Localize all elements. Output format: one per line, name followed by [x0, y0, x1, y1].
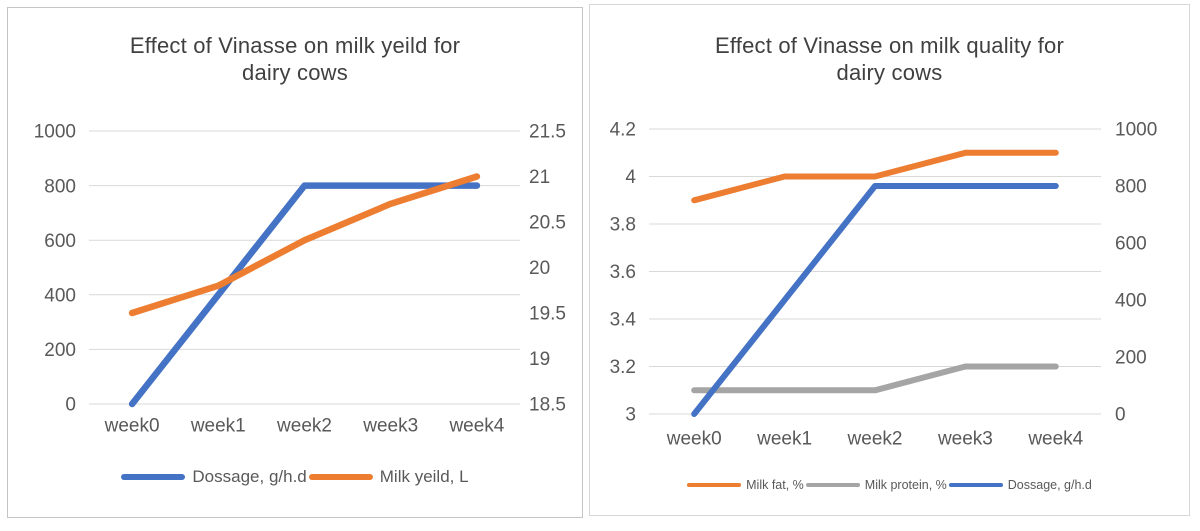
- right-axis-tick-label: 1000: [1115, 120, 1157, 141]
- milk-yield-plot-area: 1000 800 600 400 200 0 21.5 21 20.5 20 19.5 19 18.5 w…: [34, 122, 566, 437]
- x-axis-tick-label: week1: [190, 416, 246, 437]
- x-axis-tick-label: week0: [104, 416, 160, 437]
- milk-quality-chart-card: Effect of Vinasse on milk quality for da…: [589, 4, 1190, 516]
- legend-swatch-icon: [948, 482, 1003, 488]
- legend-swatch-icon: [308, 474, 373, 480]
- milk-yield-legend: Dossage, g/h.d Milk yeild, L: [8, 467, 582, 487]
- x-axis-tick-label: week2: [276, 416, 332, 437]
- milk-yield-chart-card: Effect of Vinasse on milk yeild for dair…: [7, 7, 583, 518]
- legend-label: Milk yeild, L: [379, 467, 469, 486]
- x-axis-tick-label: week4: [448, 416, 504, 437]
- legend-label: Milk protein, %: [864, 478, 947, 492]
- legend-item-1: Milk protein, %: [805, 478, 947, 492]
- series-line-0: [128, 182, 481, 408]
- legend-label: Dossage, g/h.d: [192, 467, 307, 486]
- right-axis-tick-label: 20: [529, 258, 550, 279]
- legend-swatch-icon: [121, 474, 186, 480]
- left-axis-tick-label: 4: [625, 167, 636, 188]
- left-axis-tick-label: 3.4: [610, 310, 637, 331]
- right-axis-tick-label: 200: [1115, 348, 1147, 369]
- x-axis-tick-label: week3: [362, 416, 418, 437]
- right-axis-tick-label: 21.5: [529, 122, 566, 143]
- right-axis-tick-label: 19: [529, 349, 550, 370]
- legend-item-0: Milk fat, %: [687, 478, 804, 492]
- x-axis-tick-label: week0: [666, 429, 722, 450]
- left-axis-tick-label: 3.2: [610, 357, 636, 378]
- x-axis-tick-label: week2: [847, 429, 903, 450]
- title-line-1: Effect of Vinasse on milk quality for: [715, 33, 1064, 58]
- milk-quality-plot-area: 4.2 4 3.8 3.6 3.4 3.2 3 1000 800 600 400 200 0 week0 w…: [610, 120, 1158, 450]
- left-axis-tick-label: 3.6: [610, 262, 636, 283]
- x-axis-tick-label: week3: [937, 429, 993, 450]
- series-line-1: [128, 173, 481, 317]
- legend-item-0: Dossage, g/h.d: [121, 467, 307, 487]
- left-axis-tick-label: 0: [65, 395, 76, 416]
- left-axis-tick-label: 400: [44, 285, 76, 306]
- legend-swatch-icon: [687, 482, 742, 488]
- left-axis-tick-label: 1000: [34, 122, 76, 143]
- milk-quality-legend: Milk fat, % Milk protein, % Dossage, g/h.d: [590, 478, 1189, 492]
- x-axis-tick-label: week1: [756, 429, 812, 450]
- right-axis-tick-label: 0: [1115, 405, 1126, 426]
- right-axis-tick-label: 800: [1115, 177, 1147, 198]
- milk-yield-chart-title: Effect of Vinasse on milk yeild for dair…: [8, 32, 582, 86]
- left-axis-tick-label: 600: [44, 231, 76, 252]
- left-axis-tick-label: 3.8: [610, 215, 636, 236]
- title-line-2: dairy cows: [242, 60, 348, 85]
- right-axis-tick-label: 18.5: [529, 395, 566, 416]
- series-line-2: [691, 183, 1059, 417]
- legend-item-1: Milk yeild, L: [308, 467, 469, 487]
- title-line-2: dairy cows: [836, 60, 943, 85]
- legend-label: Milk fat, %: [746, 478, 804, 492]
- right-axis-tick-label: 400: [1115, 291, 1147, 312]
- left-axis-tick-label: 3: [625, 405, 636, 426]
- legend-swatch-icon: [805, 482, 860, 488]
- right-axis-tick-label: 20.5: [529, 213, 566, 234]
- left-axis-tick-label: 200: [44, 340, 76, 361]
- left-axis-tick-label: 4.2: [610, 120, 636, 141]
- legend-label: Dossage, g/h.d: [1007, 478, 1092, 492]
- title-line-1: Effect of Vinasse on milk yeild for: [129, 33, 461, 58]
- milk-quality-chart-title: Effect of Vinasse on milk quality for da…: [590, 32, 1189, 86]
- left-axis-tick-label: 800: [44, 176, 76, 197]
- series-line-1: [691, 363, 1059, 394]
- legend-item-2: Dossage, g/h.d: [948, 478, 1092, 492]
- right-axis-tick-label: 21: [529, 167, 550, 188]
- x-axis-tick-label: week4: [1027, 429, 1083, 450]
- series-line-0: [691, 149, 1059, 204]
- right-axis-tick-label: 19.5: [529, 304, 566, 325]
- right-axis-tick-label: 600: [1115, 234, 1147, 255]
